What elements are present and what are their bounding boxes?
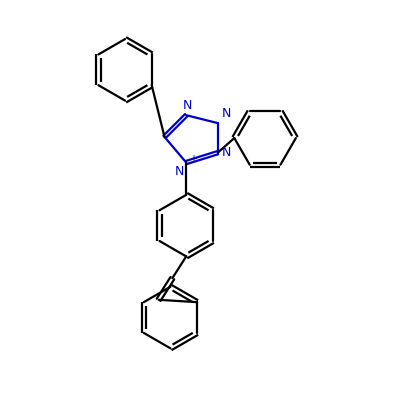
Text: N: N bbox=[222, 146, 231, 159]
Text: N: N bbox=[175, 165, 184, 178]
Text: +: + bbox=[189, 154, 197, 164]
Text: N: N bbox=[222, 107, 231, 120]
Text: N: N bbox=[182, 100, 192, 112]
